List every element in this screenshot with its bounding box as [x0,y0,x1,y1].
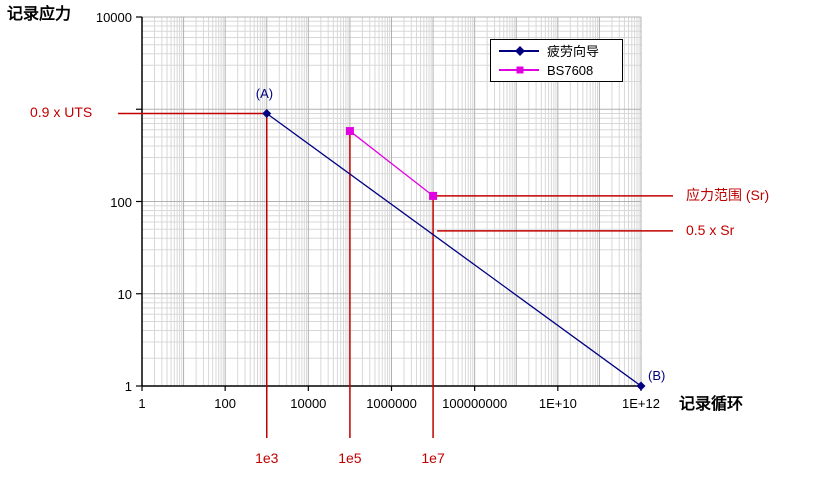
half-sr-annotation-label: 0.5 x Sr [686,221,735,238]
x-axis-title: 记录循环 [679,396,744,413]
legend-item-fatigue-wizard: 疲劳向导 [497,42,622,60]
square-marker-icon [429,191,438,200]
legend-item-label: 疲劳向导 [547,44,600,60]
x-tick-label: 1E+10 [538,396,577,411]
diamond-marker-icon [497,44,543,58]
legend: 疲劳向导 BS7608 [490,39,623,82]
square-marker-icon [345,127,354,136]
series-line-fatigue-wizard [266,112,642,387]
uts-annotation-label: 0.9 x UTS [30,104,93,121]
x-tick-label: 100000000 [442,396,508,411]
y-tick-label: 10 [117,286,132,302]
series-line-bs7608 [349,130,434,197]
point-label-a: (A) [255,86,274,102]
y-tick-label: 1 [124,379,132,394]
square-marker-icon [497,63,543,77]
y-tick-label: 100 [110,194,132,210]
y-axis-title: 记录应力 [7,6,72,23]
legend-item-label: BS7608 [547,62,594,78]
x-tick-label: 1 [138,396,146,411]
x-tick-label: 1000000 [366,396,417,411]
diamond-marker-icon [636,381,646,391]
sr-annotation-label: 应力范围 (Sr) [686,186,770,203]
x-tick-label: 1E+12 [622,396,660,411]
point-label-b: (B) [648,368,666,383]
x-tick-label: 100 [214,396,236,411]
cycle-annotation-label: 1e5 [338,450,362,466]
y-tick-label: 10000 [95,10,132,25]
cycle-annotation-label: 1e3 [255,450,279,466]
cycle-annotation-label: 1e7 [421,450,445,466]
diamond-marker-icon [262,108,272,118]
legend-item-bs7608: BS7608 [497,61,622,79]
x-tick-label: 10000 [290,396,327,411]
